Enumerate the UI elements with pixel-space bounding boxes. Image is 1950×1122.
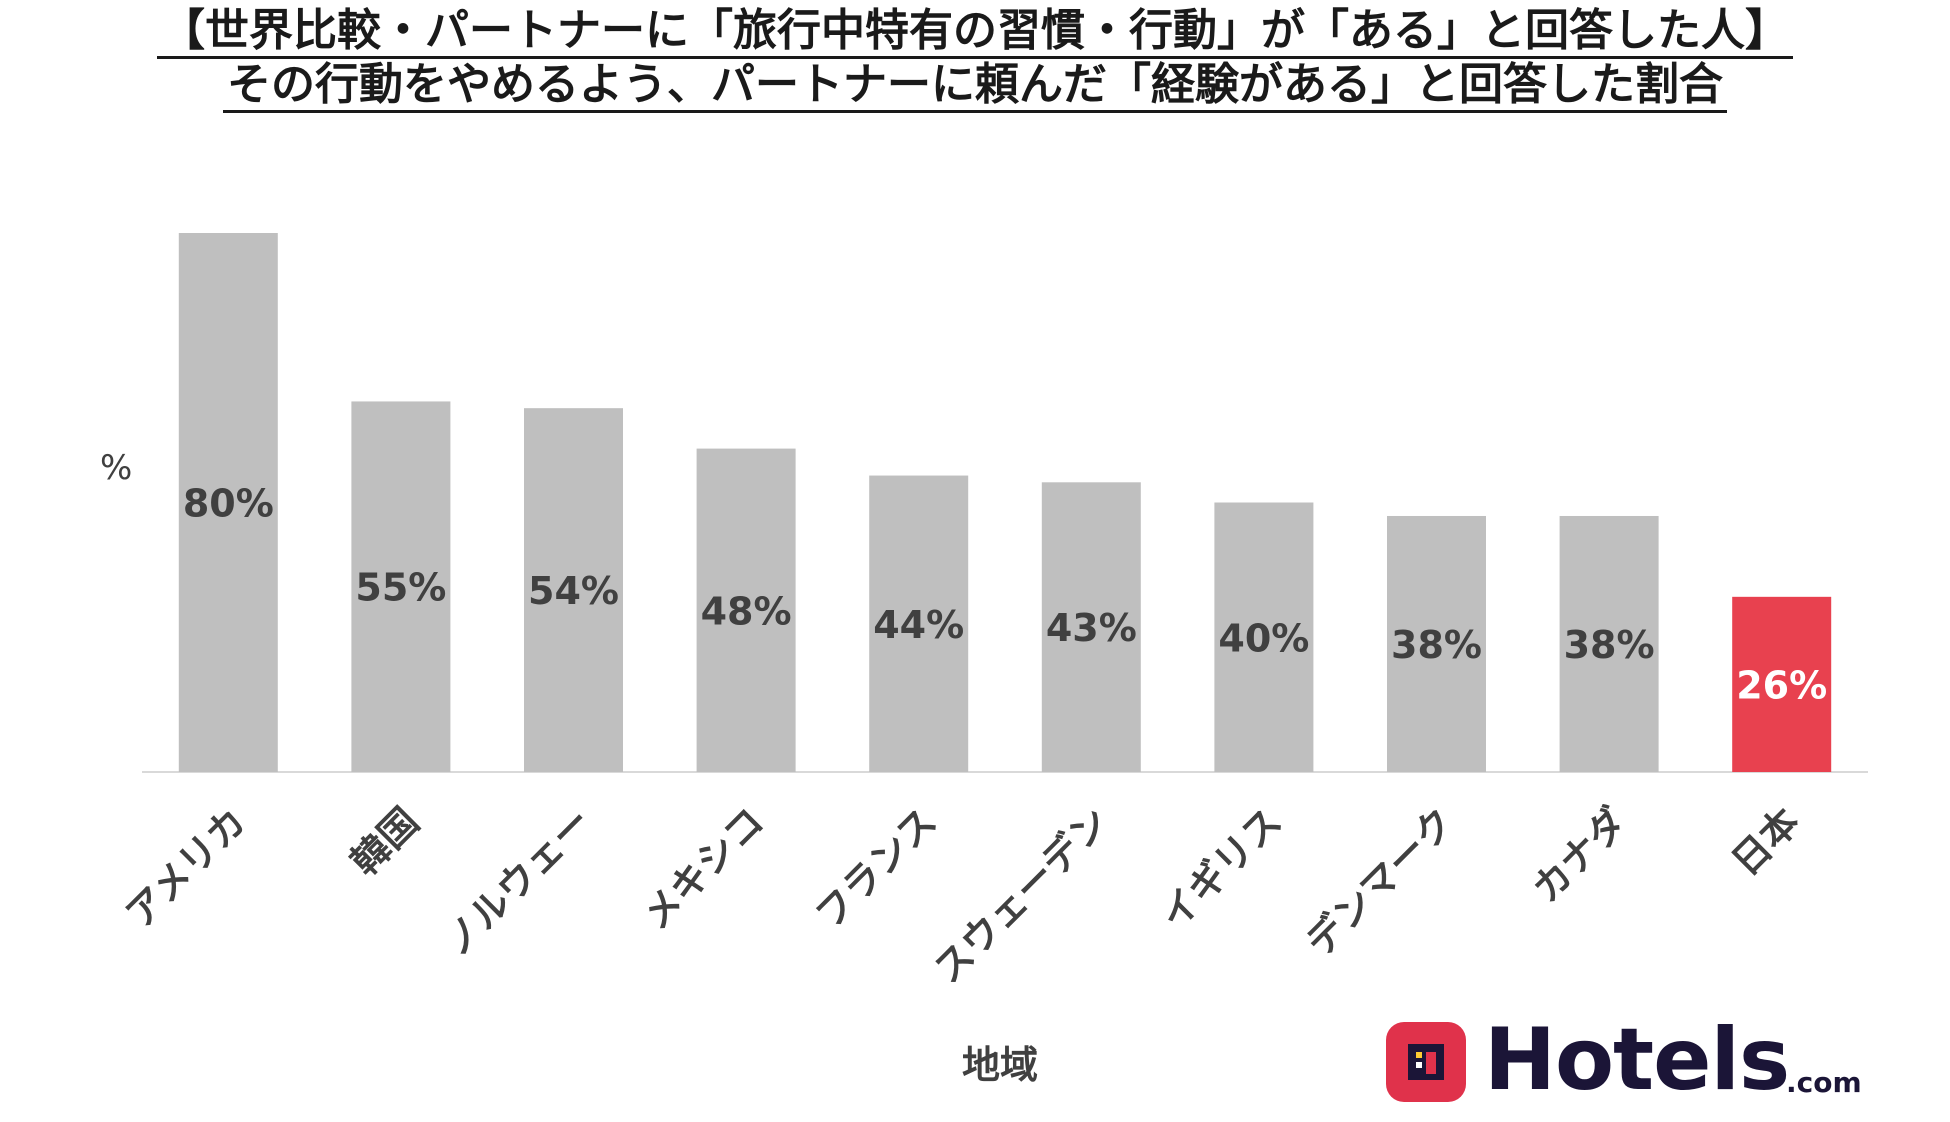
bar-2 bbox=[524, 408, 623, 772]
bar-7 bbox=[1387, 515, 1486, 772]
category-label-2: ノルウェー bbox=[434, 799, 599, 964]
data-label-7: 38% bbox=[1391, 623, 1482, 667]
chart-title: 【世界比較・パートナーに「旅行中特有の習慣・行動」が「ある」と回答した人】 その… bbox=[0, 4, 1950, 113]
category-label-7: デンマーク bbox=[1297, 799, 1462, 964]
data-label-6: 40% bbox=[1218, 616, 1309, 660]
category-label-6: イギリス bbox=[1152, 799, 1291, 938]
category-label-4: フランス bbox=[807, 799, 945, 937]
x-axis-label: 地域 bbox=[962, 1043, 1039, 1087]
bar-0 bbox=[178, 233, 278, 772]
category-label-9: 日本 bbox=[1723, 799, 1808, 884]
category-label-8: カナダ bbox=[1524, 799, 1636, 911]
category-label-0: アメリカ bbox=[117, 799, 254, 936]
data-label-2: 54% bbox=[528, 569, 619, 613]
title-line-2: その行動をやめるよう、パートナーに頼んだ「経験がある」と回答した割合 bbox=[223, 59, 1727, 113]
bar-8 bbox=[1559, 515, 1659, 772]
bar-4 bbox=[869, 475, 969, 772]
bar-5 bbox=[1041, 482, 1141, 772]
hotels-logo: Hotels .com bbox=[1386, 1010, 1866, 1110]
bar-9 bbox=[1732, 596, 1832, 772]
data-label-1: 55% bbox=[355, 566, 446, 610]
data-label-8: 38% bbox=[1564, 623, 1655, 667]
category-label-5: スウェーデン bbox=[925, 799, 1117, 991]
data-label-4: 44% bbox=[873, 603, 964, 647]
bar-6 bbox=[1214, 502, 1314, 772]
logo-text: Hotels bbox=[1484, 1010, 1790, 1110]
logo-suffix: .com bbox=[1786, 1066, 1862, 1099]
data-label-9: 26% bbox=[1736, 663, 1827, 707]
category-label-1: 韓国 bbox=[342, 799, 427, 884]
data-label-0: 80% bbox=[183, 482, 274, 526]
hotels-logo-icon bbox=[1386, 1022, 1466, 1102]
category-label-3: メキシコ bbox=[634, 799, 773, 938]
y-axis-label: % bbox=[100, 448, 133, 488]
bar-3 bbox=[696, 448, 796, 772]
data-label-3: 48% bbox=[701, 589, 792, 633]
bar-1 bbox=[351, 401, 451, 772]
title-line-1: 【世界比較・パートナーに「旅行中特有の習慣・行動」が「ある」と回答した人】 bbox=[157, 5, 1793, 59]
data-label-5: 43% bbox=[1046, 606, 1137, 650]
